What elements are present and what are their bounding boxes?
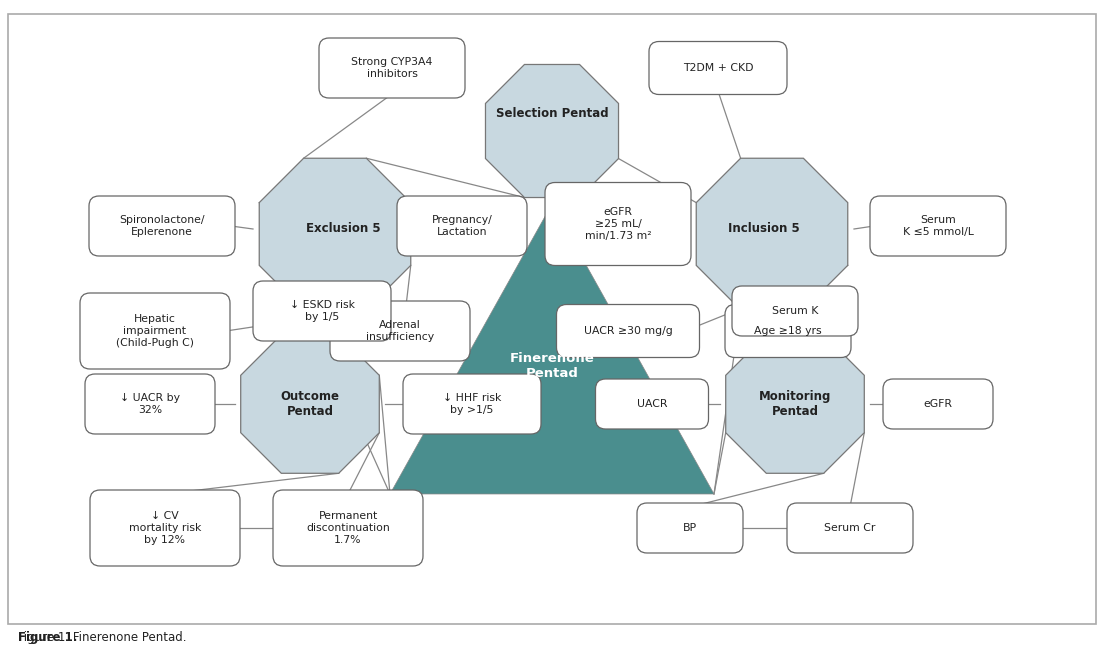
Text: Finerenone
Pentad: Finerenone Pentad (509, 352, 594, 380)
Text: Spironolactone/
Eplerenone: Spironolactone/ Eplerenone (119, 215, 204, 237)
Text: ↓ ESKD risk
by 1/5: ↓ ESKD risk by 1/5 (290, 300, 355, 322)
Text: Permanent
discontinuation
1.7%: Permanent discontinuation 1.7% (306, 511, 390, 545)
Polygon shape (390, 204, 714, 494)
FancyBboxPatch shape (545, 182, 691, 266)
FancyBboxPatch shape (253, 281, 391, 341)
Text: Selection Pentad: Selection Pentad (496, 107, 609, 119)
Text: T2DM + CKD: T2DM + CKD (683, 63, 754, 73)
FancyBboxPatch shape (870, 196, 1006, 256)
FancyBboxPatch shape (649, 41, 787, 95)
Polygon shape (241, 335, 379, 474)
FancyBboxPatch shape (8, 14, 1096, 624)
Text: ↓ CV
mortality risk
by 12%: ↓ CV mortality risk by 12% (129, 511, 201, 545)
Text: Strong CYP3A4
inhibitors: Strong CYP3A4 inhibitors (351, 57, 433, 79)
Text: UACR ≥30 mg/g: UACR ≥30 mg/g (583, 326, 672, 336)
Text: Monitoring
Pentad: Monitoring Pentad (759, 390, 831, 418)
FancyBboxPatch shape (273, 490, 423, 566)
Text: eGFR
≥25 mL/
min/1.73 m²: eGFR ≥25 mL/ min/1.73 m² (585, 206, 651, 241)
Text: Serum
K ≤5 mmol/L: Serum K ≤5 mmol/L (903, 215, 974, 237)
FancyBboxPatch shape (557, 304, 699, 358)
FancyBboxPatch shape (319, 38, 465, 98)
Text: ↓ UACR by
32%: ↓ UACR by 32% (120, 393, 180, 415)
Text: Figure 1. Finerenone Pentad.: Figure 1. Finerenone Pentad. (18, 631, 187, 645)
FancyBboxPatch shape (725, 304, 851, 358)
Text: Serum Cr: Serum Cr (824, 523, 875, 533)
FancyBboxPatch shape (397, 196, 527, 256)
FancyBboxPatch shape (330, 301, 470, 361)
Polygon shape (485, 65, 619, 198)
Text: eGFR: eGFR (924, 399, 953, 409)
FancyBboxPatch shape (636, 503, 743, 553)
FancyBboxPatch shape (883, 379, 993, 429)
Text: Hepatic
impairment
(Child-Pugh C): Hepatic impairment (Child-Pugh C) (116, 314, 194, 348)
Text: Pregnancy/
Lactation: Pregnancy/ Lactation (432, 215, 493, 237)
FancyBboxPatch shape (90, 196, 235, 256)
Polygon shape (696, 159, 848, 310)
Text: Adrenal
insufficiency: Adrenal insufficiency (366, 320, 434, 342)
FancyBboxPatch shape (732, 286, 857, 336)
FancyBboxPatch shape (90, 490, 240, 566)
Polygon shape (260, 159, 411, 310)
Text: UACR: UACR (636, 399, 667, 409)
Text: Figure 1.: Figure 1. (18, 631, 82, 645)
Text: BP: BP (683, 523, 697, 533)
FancyBboxPatch shape (85, 374, 215, 434)
Text: Exclusion 5: Exclusion 5 (306, 222, 380, 236)
Text: Age ≥18 yrs: Age ≥18 yrs (755, 326, 822, 336)
Polygon shape (726, 335, 864, 474)
FancyBboxPatch shape (80, 293, 230, 369)
FancyBboxPatch shape (596, 379, 708, 429)
Text: ↓ HHF risk
by >1/5: ↓ HHF risk by >1/5 (443, 393, 502, 415)
Text: Inclusion 5: Inclusion 5 (728, 222, 800, 236)
FancyBboxPatch shape (787, 503, 913, 553)
Text: Serum K: Serum K (771, 306, 818, 316)
FancyBboxPatch shape (403, 374, 541, 434)
Text: Outcome
Pentad: Outcome Pentad (281, 390, 339, 418)
